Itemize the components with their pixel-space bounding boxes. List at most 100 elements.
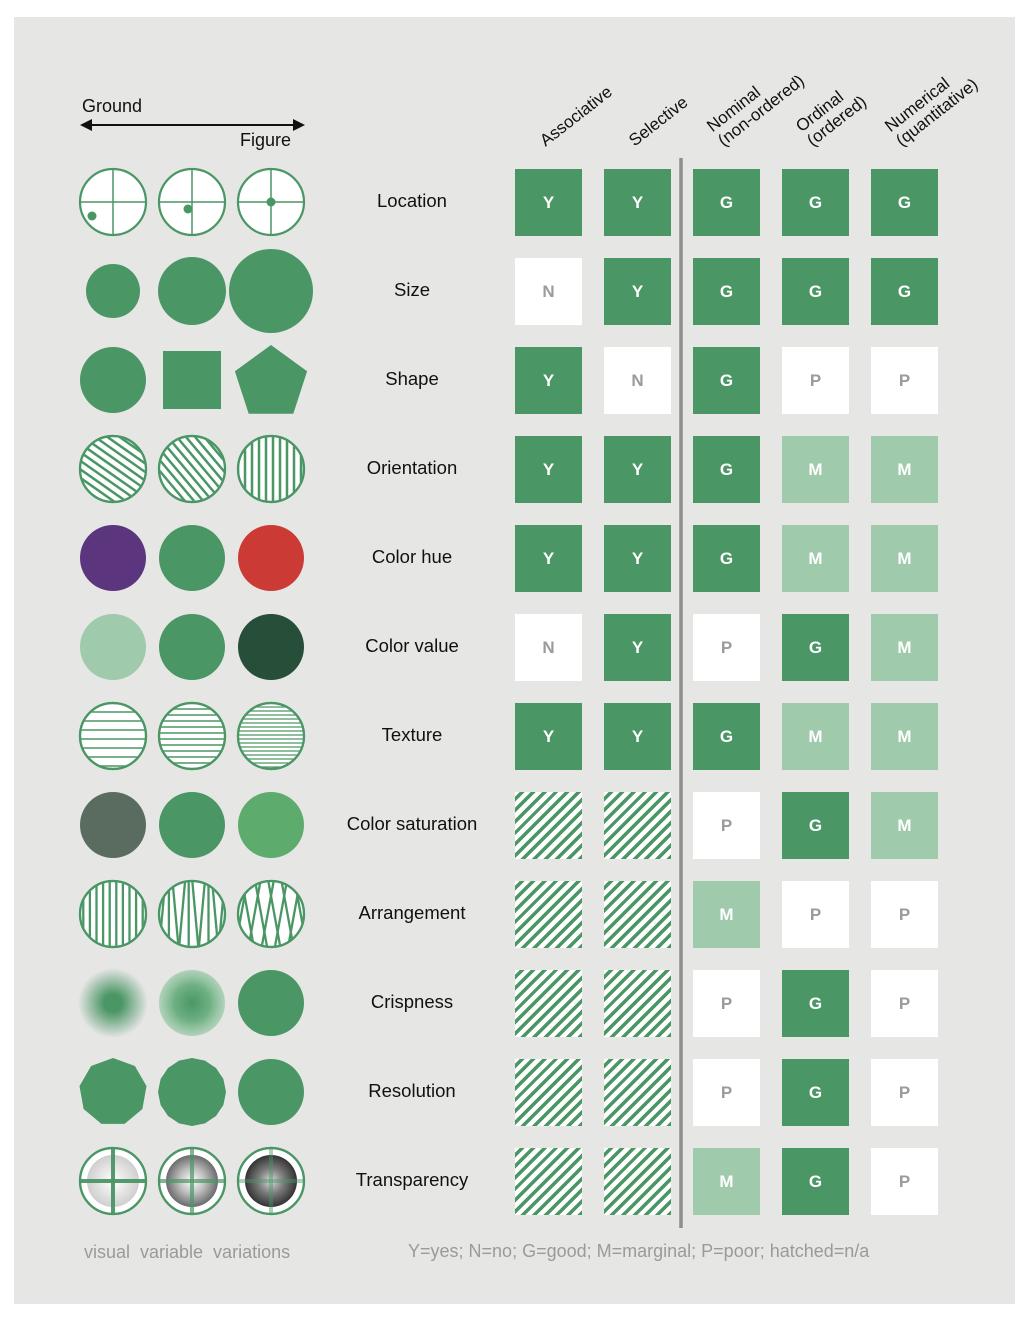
rating-cell: P (871, 970, 938, 1037)
row-label: Crispness (370, 991, 454, 1012)
rating-cell: Y (604, 525, 671, 592)
rating-cell: P (871, 1148, 938, 1215)
variation-orientation-1-icon (68, 424, 158, 514)
rating-cell: G (693, 169, 760, 236)
row-label: Arrangement (358, 902, 466, 923)
figure-label: Figure (240, 130, 292, 150)
rating-cell (604, 792, 671, 859)
rating-cell (604, 1059, 671, 1126)
rating-cell: G (782, 169, 849, 236)
row-label: Color hue (371, 546, 453, 567)
rating-cell (604, 881, 671, 948)
rating-cell: G (782, 614, 849, 681)
row-label: Texture (381, 724, 443, 745)
rating-cell: M (871, 525, 938, 592)
rating-cell: G (871, 169, 938, 236)
legend-caption: Y=yes; N=no; G=good; M=marginal; P=poor;… (408, 1241, 870, 1261)
variation-value-2-icon (159, 614, 225, 680)
variation-saturation-3-icon (238, 792, 304, 858)
rating-cell: M (871, 436, 938, 503)
variation-crispness-2-icon (159, 970, 225, 1036)
rating-cell: G (693, 703, 760, 770)
rating-cell: G (782, 1059, 849, 1126)
variation-size-3-icon (229, 249, 313, 333)
variation-size-1-icon (86, 264, 140, 318)
variation-orientation-2-icon (146, 423, 238, 515)
variation-hue-1-icon (80, 525, 146, 591)
rating-cell: P (693, 792, 760, 859)
rating-cell: P (871, 347, 938, 414)
rating-cell (515, 970, 582, 1037)
rating-cell: Y (515, 436, 582, 503)
rating-cell: Y (604, 258, 671, 325)
row-label: Color saturation (346, 813, 478, 834)
rating-cell: G (782, 258, 849, 325)
variation-size-2-icon (158, 257, 226, 325)
rating-cell: P (871, 881, 938, 948)
ground-figure-arrow (80, 119, 305, 131)
variation-location-2-icon (157, 167, 227, 237)
rating-cell: M (693, 881, 760, 948)
rating-cell: Y (604, 614, 671, 681)
rating-cell: Y (604, 169, 671, 236)
variation-saturation-1-icon (80, 792, 146, 858)
variation-value-3-icon (238, 614, 304, 680)
rating-cell: G (782, 970, 849, 1037)
rating-cell: M (782, 525, 849, 592)
variation-saturation-2-icon (159, 792, 225, 858)
rating-cell: Y (515, 703, 582, 770)
row-label: Resolution (368, 1080, 456, 1101)
row-label: Color value (365, 635, 459, 656)
row-label: Orientation (366, 457, 458, 478)
icon-rows (68, 167, 313, 1216)
variation-hue-2-icon (159, 525, 225, 591)
rating-cell: G (693, 347, 760, 414)
rating-cell (515, 881, 582, 948)
rating-cell: M (871, 703, 938, 770)
rating-cell: M (782, 703, 849, 770)
rating-cell: P (693, 614, 760, 681)
ground-label: Ground (82, 96, 143, 116)
variation-location-3-icon (236, 167, 306, 237)
rating-cell: N (515, 614, 582, 681)
rating-cell: P (871, 1059, 938, 1126)
row-label: Size (394, 279, 430, 300)
variation-shape-2-icon (163, 351, 221, 409)
variation-transparency-1-icon (78, 1146, 148, 1216)
rating-cell: G (782, 1148, 849, 1215)
rating-cell: P (782, 347, 849, 414)
variation-hue-3-icon (238, 525, 304, 591)
row-label: Location (377, 190, 447, 211)
rating-cell: G (693, 525, 760, 592)
row-label: Transparency (355, 1169, 469, 1190)
rating-cell: N (515, 258, 582, 325)
row-label: Shape (385, 368, 439, 389)
variation-texture-2-icon (157, 701, 227, 771)
variation-crispness-3-icon (238, 970, 304, 1036)
rating-cell: Y (515, 347, 582, 414)
rating-cell: P (693, 1059, 760, 1126)
rating-cell: Y (515, 169, 582, 236)
rating-cell (604, 970, 671, 1037)
rating-cell: Y (604, 436, 671, 503)
variation-shape-1-icon (80, 347, 146, 413)
variation-resolution-1-icon (79, 1058, 147, 1124)
rating-cell: Y (515, 525, 582, 592)
rating-cell: G (871, 258, 938, 325)
variation-texture-1-icon (78, 701, 148, 771)
variation-orientation-3-icon (236, 434, 306, 504)
rating-cell (604, 1148, 671, 1215)
variation-shape-3-icon (234, 345, 308, 414)
caption-left: visual variable variations (84, 1242, 291, 1262)
variation-arrangement-2-icon (157, 879, 227, 949)
rating-cell (515, 1148, 582, 1215)
rating-cell (515, 792, 582, 859)
variation-location-1-icon (78, 167, 148, 237)
variation-arrangement-3-icon (236, 879, 306, 949)
variation-arrangement-1-icon (78, 879, 148, 949)
rating-cell: M (871, 614, 938, 681)
rating-cell: M (693, 1148, 760, 1215)
variation-crispness-1-icon (78, 968, 148, 1038)
rating-cell: G (693, 436, 760, 503)
